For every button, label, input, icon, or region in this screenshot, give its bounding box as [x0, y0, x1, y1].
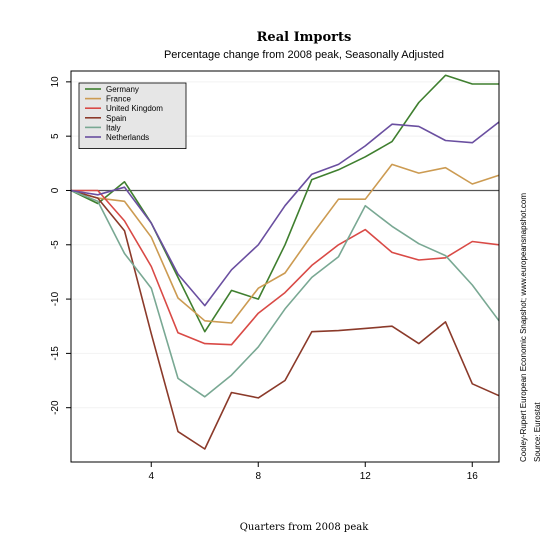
source-note: Cooley-Rupert European Economic Snapshot… [519, 193, 528, 462]
legend-label: Spain [106, 114, 126, 123]
series-line-united-kingdom [71, 189, 500, 346]
y-tick-label: 0 [50, 187, 61, 193]
series-line-france [70, 163, 500, 324]
x-tick-label: 8 [255, 471, 261, 482]
axes: 4 8 12 16 10 5 0 -5 -10 -15 -20 [50, 70, 500, 482]
x-tick-label: 16 [467, 471, 479, 482]
plot-frame [70, 70, 500, 463]
x-axis-label: Quarters from 2008 peak [240, 522, 369, 533]
series-lines [70, 74, 500, 450]
source-label: Source: Eurostat [533, 402, 542, 462]
x-tick-label: 4 [148, 471, 154, 482]
series-line-italy [70, 189, 500, 398]
y-tick-label: 10 [50, 76, 61, 88]
series-line-spain [70, 189, 500, 450]
y-tick-label: -5 [50, 240, 61, 249]
legend-label: United Kingdom [106, 104, 163, 113]
series-line-netherlands [70, 121, 500, 307]
y-tick-label: 5 [50, 133, 61, 139]
y-tick-label: -20 [50, 400, 61, 415]
legend-label: Italy [106, 123, 121, 132]
chart-subtitle: Percentage change from 2008 peak, Season… [164, 49, 444, 61]
series-line-germany [70, 74, 499, 333]
chart-title: Real Imports [257, 30, 352, 45]
legend-label: Netherlands [106, 133, 149, 142]
x-tick-label: 12 [360, 471, 372, 482]
legend-label: France [106, 95, 131, 104]
legend-label: Germany [106, 85, 139, 94]
y-tick-label: -15 [50, 346, 61, 361]
y-tick-label: -10 [50, 291, 61, 306]
